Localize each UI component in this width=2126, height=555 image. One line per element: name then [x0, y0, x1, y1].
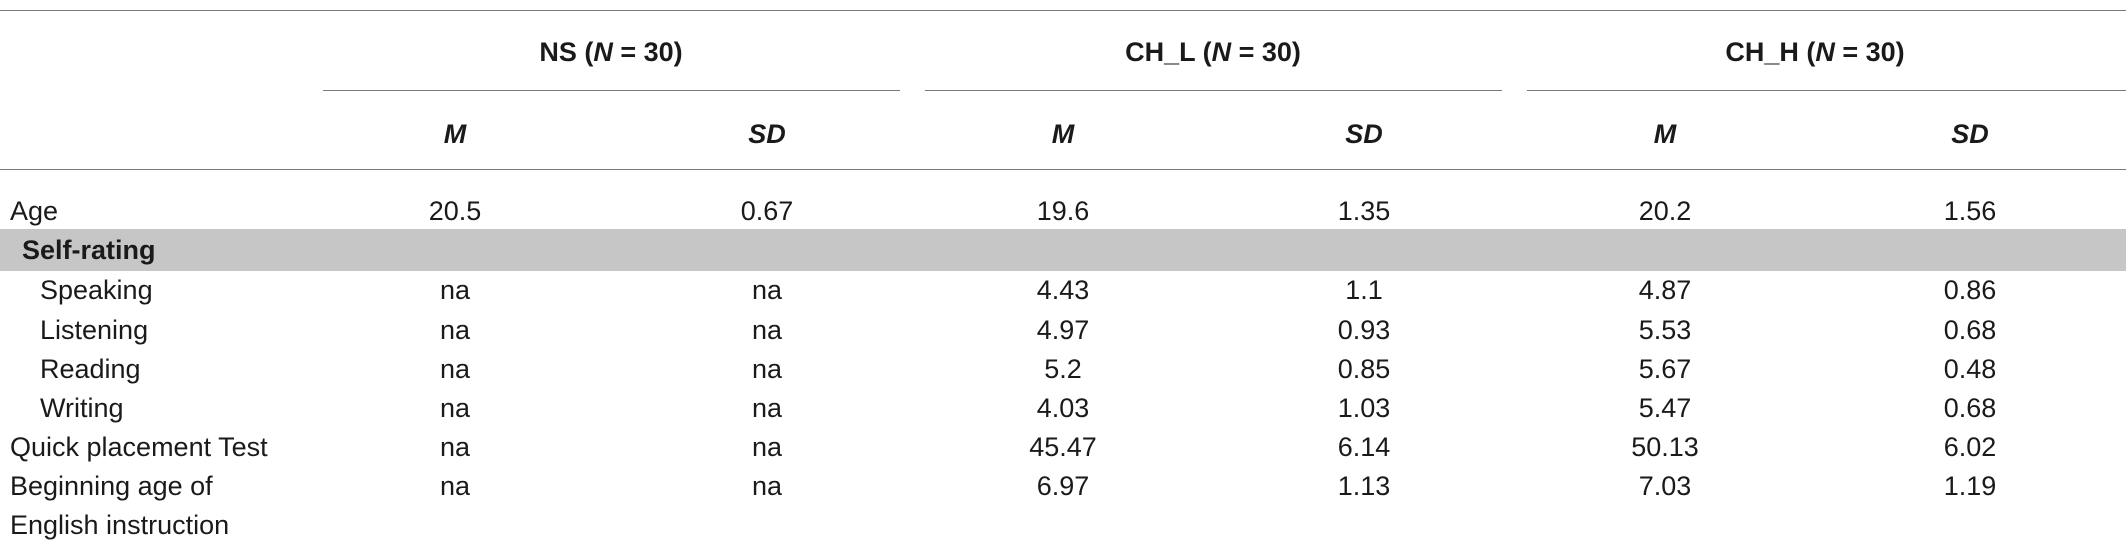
table-cell: 0.85 — [1337, 354, 1391, 384]
table-cell: 5.47 — [1638, 393, 1692, 423]
section-band — [0, 229, 2126, 271]
table-cell: 5.2 — [1044, 354, 1082, 384]
table-cell: na — [439, 315, 471, 345]
table-cell: na — [751, 393, 783, 423]
table-cell: 20.2 — [1638, 196, 1692, 226]
group-header-ch-l: CH_L (N = 30) — [1125, 37, 1301, 67]
table-top-rule — [0, 10, 2126, 11]
table-cell: 4.87 — [1638, 275, 1692, 305]
table-cell: na — [751, 471, 783, 501]
group-header-ns: NS (N = 30) — [539, 37, 683, 67]
table-cell: 45.47 — [1029, 432, 1097, 462]
table-cell: 0.48 — [1943, 354, 1997, 384]
table-cell: 50.13 — [1631, 432, 1699, 462]
table-cell: 5.67 — [1638, 354, 1692, 384]
stat-header-ns-m: M — [443, 119, 467, 149]
table-cell: 4.43 — [1036, 275, 1090, 305]
stat-header-ch-h-sd: SD — [1951, 119, 1989, 149]
table-cell: 1.35 — [1337, 196, 1391, 226]
table-cell: 7.03 — [1638, 471, 1692, 501]
row-label-reading: Reading — [40, 354, 141, 384]
row-label-beginning-age: Beginning age of — [10, 471, 213, 501]
row-label-beginning-age-line2: English instruction — [10, 510, 230, 540]
stat-header-ch-l-sd: SD — [1345, 119, 1383, 149]
table-cell: 1.56 — [1943, 196, 1997, 226]
row-label-quick-placement-test: Quick placement Test — [10, 432, 268, 462]
table-cell: na — [439, 432, 471, 462]
table-cell: na — [751, 275, 783, 305]
table-cell: 0.68 — [1943, 315, 1997, 345]
group-rule-ch-l — [925, 90, 1502, 91]
table-cell: na — [439, 393, 471, 423]
group-rule-ch-h — [1527, 90, 2126, 91]
table-cell: 0.68 — [1943, 393, 1997, 423]
table-cell: 1.19 — [1943, 471, 1997, 501]
table-cell: na — [439, 471, 471, 501]
row-label-writing: Writing — [40, 393, 124, 423]
table-cell: 4.03 — [1036, 393, 1090, 423]
table-cell: 19.6 — [1036, 196, 1090, 226]
row-label-age: Age — [10, 196, 59, 226]
table-cell: na — [751, 315, 783, 345]
header-bottom-rule — [0, 169, 2126, 170]
table-cell: 6.97 — [1036, 471, 1090, 501]
stat-header-ns-sd: SD — [748, 119, 786, 149]
table-cell: 0.86 — [1943, 275, 1997, 305]
table-cell: 1.13 — [1337, 471, 1391, 501]
table-cell: 6.14 — [1337, 432, 1391, 462]
stat-header-ch-h-m: M — [1653, 119, 1677, 149]
table-cell: 4.97 — [1036, 315, 1090, 345]
table-cell: 5.53 — [1638, 315, 1692, 345]
group-header-ch-h: CH_H (N = 30) — [1725, 37, 1905, 67]
row-label-speaking: Speaking — [40, 275, 153, 305]
table-cell: 1.1 — [1345, 275, 1383, 305]
section-label-self-rating: Self-rating — [22, 235, 156, 265]
group-rule-ns — [323, 90, 900, 91]
row-label-listening: Listening — [40, 315, 149, 345]
table-cell: 0.93 — [1337, 315, 1391, 345]
table-cell: na — [439, 354, 471, 384]
table-cell: 1.03 — [1337, 393, 1391, 423]
table-cell: na — [751, 354, 783, 384]
stat-header-ch-l-m: M — [1051, 119, 1075, 149]
table-cell: 20.5 — [428, 196, 482, 226]
table-cell: na — [439, 275, 471, 305]
table-cell: na — [751, 432, 783, 462]
table-cell: 6.02 — [1943, 432, 1997, 462]
table-cell: 0.67 — [740, 196, 794, 226]
